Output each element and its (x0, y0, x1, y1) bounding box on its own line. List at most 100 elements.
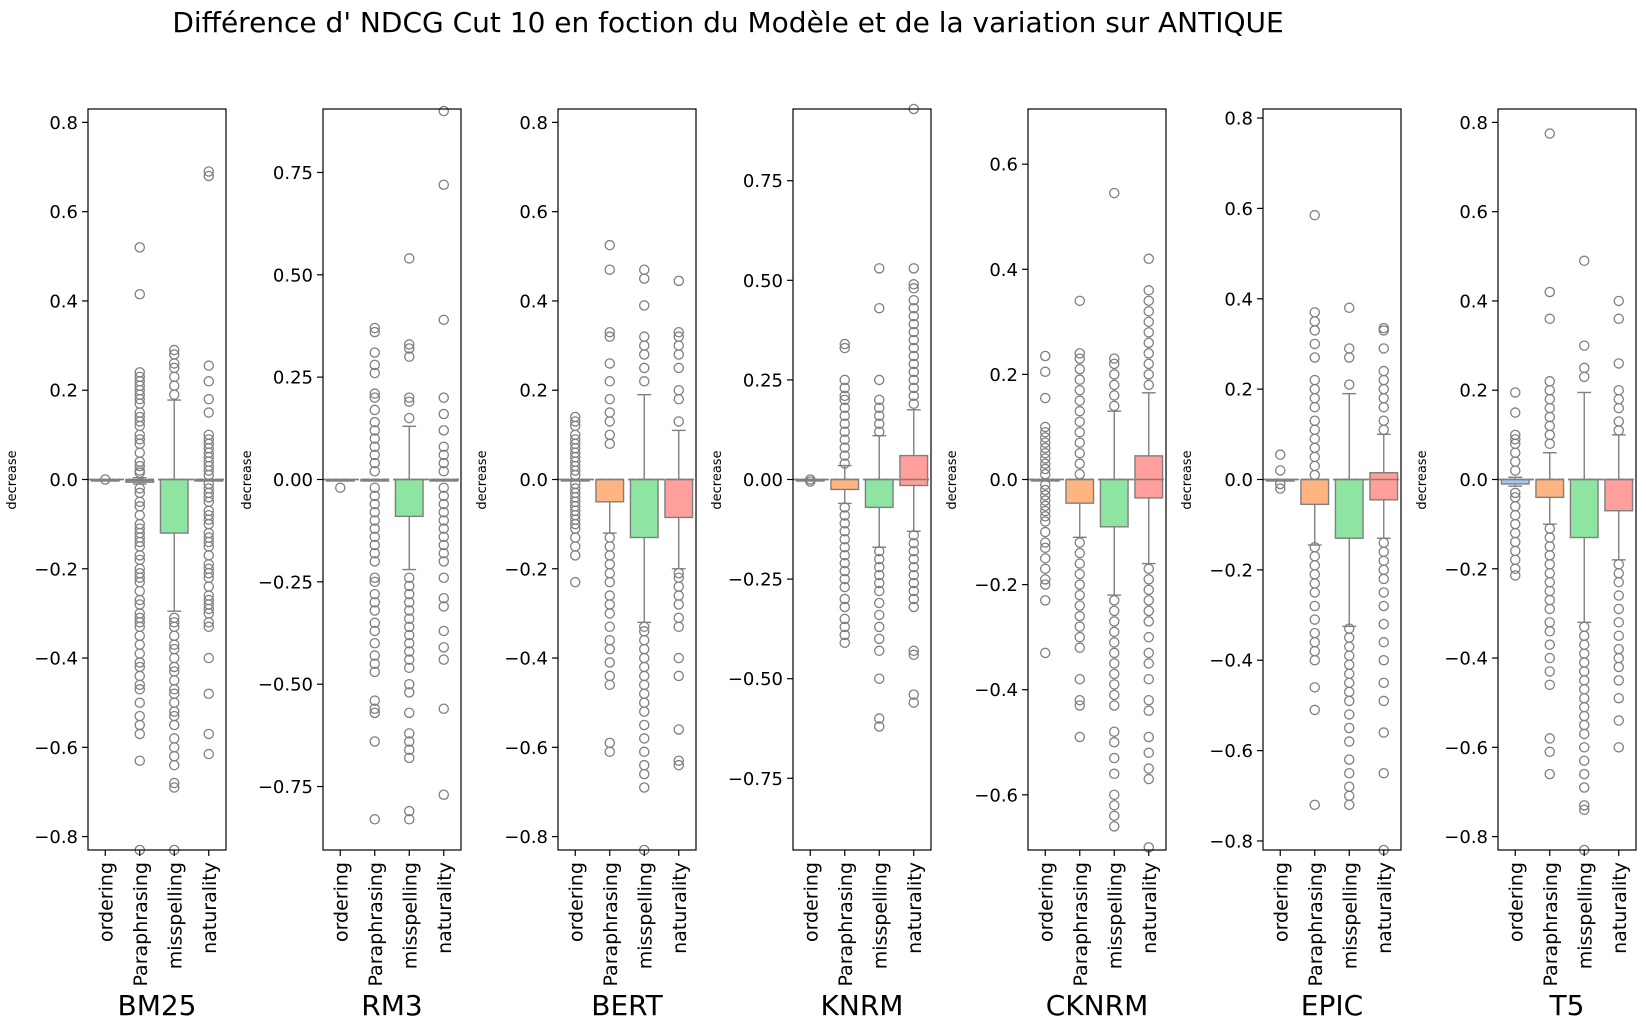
outlier-point (1510, 501, 1521, 512)
outlier-point (1544, 402, 1556, 414)
outlier-point (168, 652, 180, 664)
outlier-point (839, 613, 851, 625)
y-tick-label: −0.6 (1444, 738, 1488, 759)
outlier-point (908, 601, 920, 613)
outlier-point (438, 441, 449, 452)
outlier-point (369, 736, 380, 747)
outlier-point (1579, 692, 1590, 704)
outlier-point (639, 688, 650, 700)
outlier-point (1579, 630, 1590, 641)
outlier-point (1040, 537, 1051, 548)
outlier-point (403, 597, 415, 608)
outlier-point (1309, 460, 1321, 472)
outlier-point (1040, 453, 1051, 464)
outlier-point (1309, 560, 1321, 571)
x-category-label: Paraphrasing (835, 862, 857, 987)
y-tick-label: −0.8 (1444, 827, 1488, 848)
outlier-point (168, 639, 180, 650)
outlier-point (839, 601, 851, 613)
outlier-point (1309, 451, 1321, 463)
outlier-point (403, 629, 415, 641)
outlier-point (403, 605, 415, 616)
outlier-point (639, 679, 650, 691)
outlier-point (1143, 369, 1155, 380)
outlier-point (1613, 617, 1625, 628)
outlier-point (604, 532, 616, 543)
outlier-point (1109, 810, 1120, 822)
outlier-point (369, 326, 380, 338)
y-tick-label: −0.6 (1209, 741, 1253, 762)
outlier-point (1613, 661, 1625, 673)
outlier-point (438, 457, 449, 469)
outlier-point (604, 737, 616, 749)
outlier-point (1544, 585, 1556, 597)
y-tick-label: −0.4 (974, 680, 1018, 701)
outlier-point (1544, 128, 1556, 139)
outlier-point (639, 621, 650, 633)
outlier-point (134, 670, 145, 682)
y-axis-label: decrease (710, 450, 725, 509)
outlier-point (438, 408, 449, 420)
outlier-point (1510, 487, 1521, 499)
outlier-point (839, 426, 851, 437)
box-iqr (1369, 472, 1399, 501)
y-tick-label: 0.0 (989, 470, 1018, 491)
y-tick-label: 0.0 (1224, 470, 1253, 491)
outlier-point (1309, 374, 1321, 386)
y-tick-label: 0.6 (989, 155, 1018, 176)
outlier-point (134, 630, 145, 641)
outlier-point (203, 166, 214, 177)
outlier-point (1544, 626, 1556, 637)
outlier-point (839, 382, 851, 394)
outlier-point (134, 594, 145, 606)
outlier-point (908, 577, 920, 589)
outlier-point (1109, 605, 1120, 617)
outlier-point (908, 398, 920, 410)
outlier-point (1544, 313, 1556, 325)
outlier-point (369, 388, 380, 399)
outlier-point (203, 567, 214, 579)
outlier-point (1309, 645, 1321, 657)
outlier-point (369, 441, 380, 452)
y-tick-label: −0.8 (34, 827, 78, 848)
outlier-point (1510, 554, 1521, 566)
outlier-point (1378, 564, 1390, 576)
outlier-point (438, 592, 449, 604)
y-tick-label: −0.2 (504, 559, 548, 580)
outlier-point (203, 360, 214, 371)
outlier-point (1579, 255, 1590, 267)
box-iqr (1334, 478, 1364, 539)
outlier-point (1309, 587, 1321, 598)
outlier-point (1040, 463, 1051, 475)
outlier-point (438, 523, 449, 534)
outlier-point (639, 331, 650, 342)
outlier-point (134, 242, 145, 253)
outlier-point (369, 433, 380, 444)
outlier-point (369, 814, 380, 825)
outlier-point (1378, 365, 1390, 377)
outlier-point (1613, 742, 1625, 753)
outlier-point (1309, 392, 1321, 404)
panel-cknrm: −0.6 −0.4 −0.2 0.0 0.2 0.4 0.6 decrease ordering… (945, 108, 1167, 1022)
outlier-point (369, 547, 380, 559)
outlier-point (874, 569, 885, 581)
outlier-point (604, 657, 616, 668)
outlier-point (839, 581, 851, 593)
outlier-point (369, 490, 380, 502)
outlier-point (1579, 657, 1590, 668)
box-paraphrasing (360, 322, 390, 825)
outlier-point (369, 707, 380, 719)
outlier-point (1074, 353, 1086, 364)
outlier-point (908, 593, 920, 605)
outlier-point (604, 541, 616, 552)
outlier-point (1143, 358, 1155, 370)
model-label: T5 (1549, 989, 1585, 1022)
y-tick-label: −0.8 (504, 827, 548, 848)
outlier-point (1613, 559, 1625, 570)
x-category-label: ordering (1035, 862, 1057, 942)
outlier-point (1544, 639, 1556, 650)
outlier-point (874, 577, 885, 589)
outlier-point (1544, 603, 1556, 615)
y-tick-label: 0.6 (519, 202, 548, 223)
